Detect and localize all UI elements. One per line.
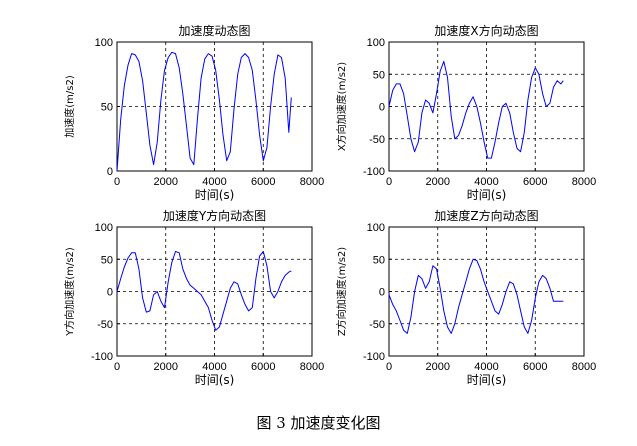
chart-title: 加速度Z方向动态图 xyxy=(434,208,538,223)
x-tick-label: 4000 xyxy=(474,361,498,373)
x-tick-label: 6000 xyxy=(523,176,547,188)
y-axis-label: Y方向加速度(m/s2) xyxy=(63,247,76,337)
x-tick-label: 0 xyxy=(114,176,120,188)
chart-panel-2: 0 2000 4000 6000 8000 -100 -50 0 50 100 加速度X方向动态图时… xyxy=(335,23,596,202)
series-line xyxy=(116,51,292,172)
series-line xyxy=(116,251,292,331)
x-tick-label: 6000 xyxy=(523,361,547,373)
series-line xyxy=(388,258,564,334)
x-tick-label: 8000 xyxy=(572,361,596,373)
chart-title: 加速度动态图 xyxy=(178,23,250,38)
y-tick-label: 100 xyxy=(95,37,113,49)
y-tick-label: -50 xyxy=(97,319,113,331)
x-tick-label: 4000 xyxy=(202,361,226,373)
y-tick-label: 100 xyxy=(367,37,385,49)
x-tick-label: 2000 xyxy=(154,361,178,373)
x-tick-label: 2000 xyxy=(426,361,450,373)
y-tick-label: -50 xyxy=(369,134,385,146)
x-axis-label: 时间(s) xyxy=(467,373,507,387)
chart-title: 加速度Y方向动态图 xyxy=(163,208,266,223)
y-tick-label: 50 xyxy=(373,254,385,266)
x-tick-label: 6000 xyxy=(251,361,275,373)
y-tick-label: -50 xyxy=(369,319,385,331)
x-tick-label: 4000 xyxy=(474,176,498,188)
figure: 0 2000 4000 6000 8000050100加速度动态图时间(s)加速度(m/… xyxy=(63,23,596,387)
y-tick-label: 50 xyxy=(373,69,385,81)
y-axis-label: X方向加速度(m/s2) xyxy=(335,62,348,151)
x-tick-label: 0 xyxy=(386,176,392,188)
x-tick-label: 0 xyxy=(114,361,120,373)
chart-title: 加速度X方向动态图 xyxy=(434,23,538,38)
x-tick-label: 2000 xyxy=(426,176,450,188)
y-axis-label: 加速度(m/s2) xyxy=(63,75,76,138)
x-tick-label: 6000 xyxy=(251,176,275,188)
y-tick-label: 0 xyxy=(107,287,113,299)
y-tick-label: 50 xyxy=(101,102,113,114)
chart-panel-4: 0 2000 4000 6000 8000 -100 -50 0 50 100 加速度Z方向动态图时… xyxy=(335,208,596,387)
y-tick-label: -100 xyxy=(363,351,385,363)
x-axis-label: 时间(s) xyxy=(195,188,235,202)
x-tick-label: 8000 xyxy=(300,361,324,373)
x-tick-label: 8000 xyxy=(300,176,324,188)
y-tick-label: 0 xyxy=(379,102,385,114)
y-tick-label: -100 xyxy=(363,166,385,178)
y-tick-label: 100 xyxy=(95,222,113,234)
y-tick-label: 0 xyxy=(379,287,385,299)
x-tick-label: 2000 xyxy=(154,176,178,188)
y-tick-label: 50 xyxy=(101,254,113,266)
series-line xyxy=(388,60,564,159)
x-axis-label: 时间(s) xyxy=(195,373,235,387)
y-tick-label: 100 xyxy=(367,222,385,234)
x-tick-label: 0 xyxy=(386,361,392,373)
x-axis-label: 时间(s) xyxy=(467,188,507,202)
chart-panel-3: 0 2000 4000 6000 8000 -100 -50 0 50 100 加速度Y方向动态图时… xyxy=(63,208,324,387)
figure-caption: 图 3 加速度变化图 xyxy=(256,414,381,432)
x-tick-label: 8000 xyxy=(572,176,596,188)
y-tick-label: -100 xyxy=(91,351,113,363)
x-tick-label: 4000 xyxy=(202,176,226,188)
y-axis-label: Z方向加速度(m/s2) xyxy=(335,247,348,336)
y-tick-label: 0 xyxy=(107,166,113,178)
